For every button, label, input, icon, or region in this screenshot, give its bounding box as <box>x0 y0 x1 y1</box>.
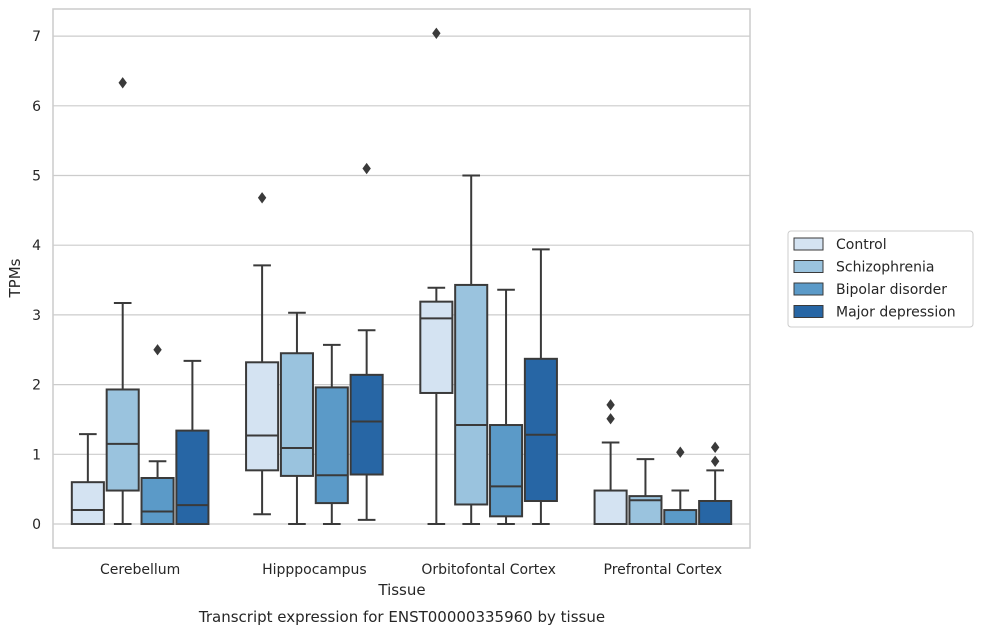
outlier-point <box>606 399 615 411</box>
iqr-box <box>245 361 280 472</box>
box-major-depression <box>349 162 384 521</box>
iqr-box <box>314 386 349 505</box>
iqr-box <box>279 352 314 477</box>
x-axis-label: Tissue <box>377 581 425 599</box>
iqr-box <box>70 481 105 525</box>
legend-frame <box>787 230 974 328</box>
iqr-box <box>698 499 733 525</box>
iqr-box <box>489 424 524 518</box>
iqr-box <box>175 429 210 525</box>
box-schizophrenia <box>279 311 314 525</box>
outlier-point <box>606 413 615 425</box>
legend-swatch <box>793 260 824 273</box>
iqr-box <box>140 476 175 525</box>
box-schizophrenia <box>105 77 140 525</box>
y-tick-label: 7 <box>32 29 41 45</box>
outlier-point <box>118 77 127 89</box>
outlier-point <box>676 446 685 458</box>
y-tick-label: 2 <box>32 378 41 394</box>
gridlines <box>53 35 750 525</box>
legend-label: Bipolar disorder <box>836 282 947 298</box>
legend-swatch <box>793 282 824 296</box>
plot-frame <box>52 8 751 549</box>
x-tick-label: Hipppocampus <box>262 562 367 578</box>
iqr-box <box>663 509 698 525</box>
y-tick-label: 0 <box>32 517 41 533</box>
y-tick-label: 6 <box>32 99 41 115</box>
x-tick-label: Cerebellum <box>100 562 180 578</box>
outlier-point <box>710 441 720 453</box>
y-axis-ticks: 0 1 2 3 4 5 6 7 <box>32 29 41 533</box>
outlier-point <box>710 455 720 467</box>
x-axis-ticks: Cerebellum Hipppocampus Orbitofontal Corte… <box>100 562 722 578</box>
box-major-depression <box>523 248 558 525</box>
iqr-box <box>419 300 454 394</box>
legend-swatch <box>793 305 824 318</box>
box-control <box>245 192 280 516</box>
y-tick-label: 1 <box>32 447 41 463</box>
legend-label: Schizophrenia <box>836 260 934 276</box>
box-schizophrenia <box>454 174 489 525</box>
box-control <box>70 433 105 525</box>
x-tick-label: Prefrontal Cortex <box>604 562 723 578</box>
box-control <box>419 27 454 525</box>
y-axis-label: TPMs <box>6 258 24 298</box>
x-tick-label: Orbitofontal Cortex <box>421 562 556 578</box>
y-tick-label: 4 <box>32 238 41 254</box>
chart-caption: Transcript expression for ENST0000033596… <box>198 608 605 626</box>
outlier-point <box>257 192 267 204</box>
box-major-depression <box>175 359 210 525</box>
iqr-box <box>593 489 628 526</box>
outlier-point <box>432 27 441 39</box>
box-bipolar-disorder <box>140 344 175 525</box>
box-control <box>593 399 628 526</box>
outlier-point <box>153 344 162 356</box>
box-bipolar-disorder <box>489 288 524 525</box>
legend-label: Major depression <box>836 305 956 321</box>
legend-label: Control <box>836 237 887 253</box>
legend: Control Schizophrenia Bipolar disorder Majo… <box>787 230 974 328</box>
iqr-box <box>349 373 384 476</box>
box-major-depression <box>698 441 733 525</box>
box-schizophrenia <box>628 458 663 525</box>
iqr-box <box>105 388 140 492</box>
box-bipolar-disorder <box>314 343 349 525</box>
box-groups <box>70 27 733 526</box>
box-bipolar-disorder <box>663 446 698 525</box>
legend-swatch <box>793 237 824 251</box>
outlier-point <box>362 162 371 175</box>
y-tick-label: 5 <box>32 169 41 185</box>
iqr-box <box>454 283 489 506</box>
iqr-box <box>523 357 558 502</box>
y-tick-label: 3 <box>32 308 41 324</box>
